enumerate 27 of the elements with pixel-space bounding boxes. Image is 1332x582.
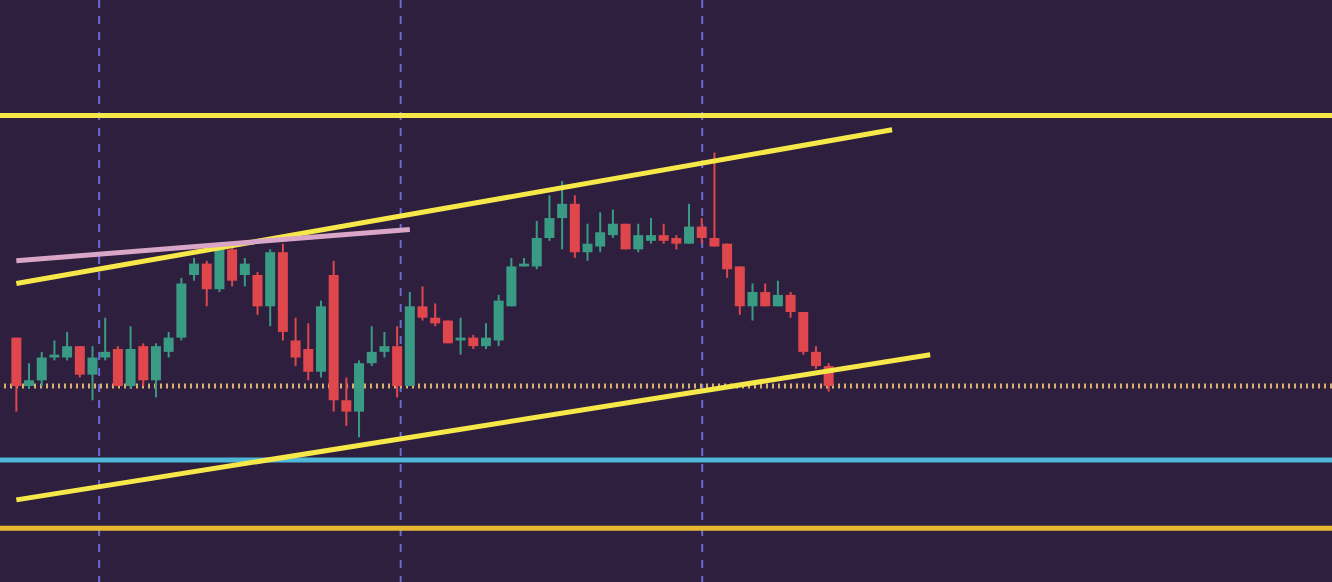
candlestick [36, 350, 47, 388]
candlestick [798, 310, 809, 356]
candlestick [227, 242, 238, 288]
candlestick [696, 217, 707, 245]
candlestick [810, 345, 821, 370]
candlestick [87, 345, 98, 402]
candlestick [239, 256, 250, 288]
candlestick [366, 325, 377, 368]
candlestick [201, 259, 212, 308]
candlestick [392, 325, 403, 399]
candlestick [684, 202, 695, 245]
candlestick [24, 362, 35, 390]
candlestick [747, 282, 758, 322]
candlestick [544, 194, 555, 242]
candlestick [189, 256, 200, 282]
candlestick [125, 325, 136, 390]
candlestick [252, 271, 263, 316]
candlestick [74, 345, 85, 379]
candlestick [785, 291, 796, 319]
candlestick [557, 180, 568, 251]
candlestick [112, 345, 123, 388]
candlestick [772, 279, 783, 308]
candlestick [100, 316, 111, 362]
candlestick [379, 330, 390, 359]
candlestick [138, 342, 149, 388]
candlestick [341, 376, 352, 427]
candlestick [417, 285, 428, 322]
